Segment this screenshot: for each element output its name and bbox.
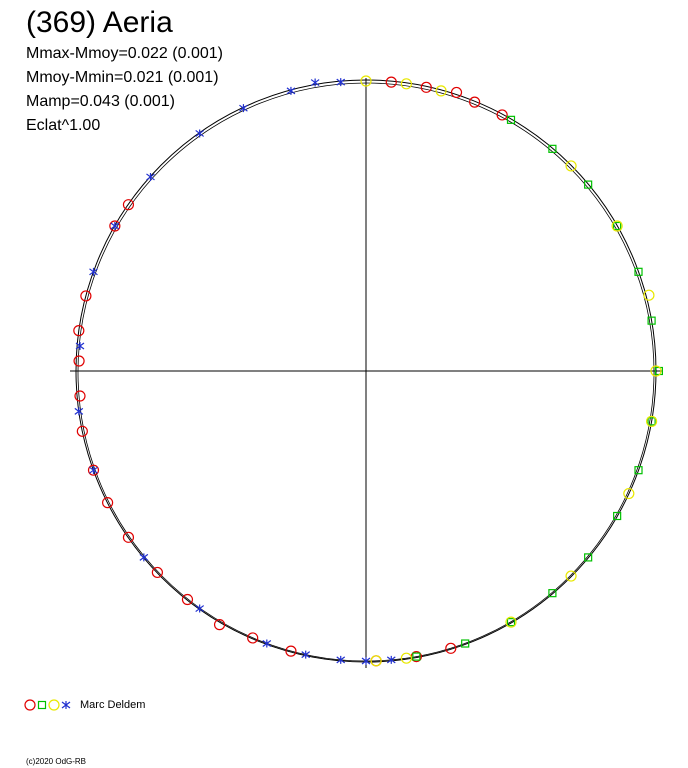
data-point — [496, 109, 508, 121]
data-point — [76, 425, 88, 437]
data-point — [139, 553, 149, 562]
data-point — [74, 390, 86, 402]
data-point — [412, 652, 421, 661]
data-point — [285, 645, 297, 657]
data-point — [506, 618, 516, 627]
data-point — [73, 325, 85, 337]
data-point — [75, 341, 85, 350]
data-point — [385, 76, 397, 88]
data-point — [584, 553, 593, 562]
data-point — [195, 129, 205, 138]
data-point — [301, 650, 311, 659]
data-point — [110, 222, 120, 230]
data-point — [336, 655, 346, 664]
data-point — [400, 652, 412, 664]
data-point — [195, 604, 205, 613]
data-point — [370, 655, 382, 667]
data-point — [361, 657, 371, 665]
note: Eclat^1.00 — [26, 117, 100, 134]
data-point — [239, 104, 248, 113]
data-point — [634, 267, 643, 276]
data-point — [548, 589, 557, 598]
data-point — [80, 290, 92, 302]
data-point — [89, 267, 98, 276]
legend-symbol — [24, 699, 36, 711]
data-point — [565, 160, 577, 172]
data-point — [647, 316, 656, 325]
data-point — [420, 81, 432, 93]
data-point — [286, 86, 296, 95]
note: Mmoy-Mmin=0.021 (0.001) — [26, 69, 219, 86]
data-point — [565, 570, 577, 582]
data-point — [435, 85, 447, 97]
data-point — [650, 365, 662, 377]
data-point — [461, 639, 470, 648]
legend-label: Marc Deldem — [80, 699, 145, 711]
data-point — [336, 78, 346, 87]
footer: (c)2020 OdG-RB — [26, 757, 86, 766]
data-point — [643, 289, 655, 301]
data-point — [181, 593, 194, 606]
data-point — [122, 199, 135, 211]
note: Mamp=0.043 (0.001) — [26, 93, 175, 110]
data-point — [386, 655, 396, 664]
chart-title: (369) Aeria — [26, 6, 173, 39]
data-point — [623, 487, 635, 500]
data-point — [360, 75, 372, 87]
data-point — [469, 96, 481, 108]
data-point — [87, 464, 100, 476]
legend-symbol — [61, 701, 71, 709]
data-point — [151, 566, 163, 579]
data-point — [74, 407, 84, 416]
data-point — [634, 466, 643, 475]
data-point — [262, 639, 272, 648]
data-point — [73, 355, 85, 367]
data-point — [505, 616, 517, 628]
data-point — [122, 531, 135, 543]
data-point — [310, 78, 320, 87]
data-point — [647, 417, 656, 426]
data-point — [89, 466, 98, 475]
data-point — [548, 144, 557, 153]
data-point — [445, 642, 457, 654]
data-point — [400, 78, 412, 90]
data-point — [613, 511, 622, 521]
legend-symbol — [37, 700, 47, 710]
data-point — [109, 220, 121, 232]
data-point — [102, 497, 114, 509]
data-point — [645, 415, 658, 427]
data-point — [146, 172, 155, 181]
data-point — [247, 632, 259, 644]
data-point — [450, 86, 463, 99]
data-point — [213, 619, 226, 631]
data-point — [584, 180, 593, 189]
data-point — [611, 220, 623, 232]
data-point — [613, 221, 622, 231]
data-point — [506, 115, 516, 124]
note: Mmax-Mmoy=0.022 (0.001) — [26, 45, 223, 62]
legend-symbol — [48, 699, 60, 711]
